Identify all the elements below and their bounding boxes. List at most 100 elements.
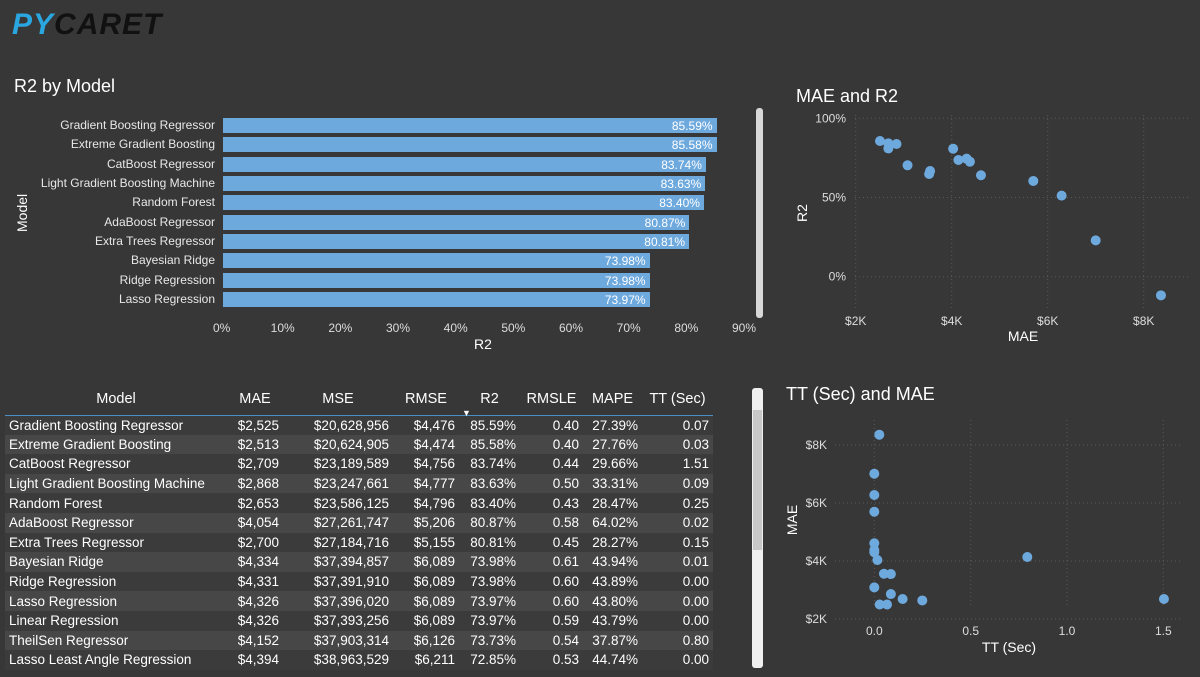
scatter-point[interactable] (874, 135, 885, 146)
bar[interactable]: 83.63% (223, 176, 706, 192)
bar-label: Random Forest (132, 195, 215, 210)
scatter-point[interactable] (975, 170, 986, 181)
bar-row[interactable]: Extra Trees Regressor 80.81% (0, 234, 740, 250)
column-header[interactable]: Model (5, 384, 227, 415)
table-cell: 83.63% (470, 476, 516, 492)
table-scrollbar[interactable] (752, 388, 763, 668)
bar-row[interactable]: Random Forest 83.40% (0, 195, 740, 211)
table-row[interactable]: Extra Trees Regressor $2,700 $27,184,716 $5… (5, 532, 713, 553)
table-row[interactable]: Lasso Least Angle Regression $4,394 $38,96… (5, 650, 713, 670)
scatter-point[interactable] (885, 569, 896, 580)
scatter-point[interactable] (874, 599, 885, 610)
table-row[interactable]: Extreme Gradient Boosting $2,513 $20,624,9… (5, 434, 713, 455)
bar[interactable]: 83.74% (223, 156, 706, 172)
bar-row[interactable]: Lasso Regression 73.97% (0, 292, 740, 308)
scatter-point[interactable] (882, 599, 893, 610)
table-cell: 0.00 (682, 593, 709, 609)
column-header-label: MSE (322, 391, 354, 408)
bar[interactable]: 80.87% (223, 214, 690, 230)
bar-row[interactable]: Ridge Regression 73.98% (0, 272, 740, 288)
x-tick-label: $6K (1037, 314, 1058, 328)
bar-chart-xlabel: R2 (474, 336, 492, 352)
table-row[interactable]: AdaBoost Regressor $4,054 $27,261,747 $5,20… (5, 512, 713, 533)
table-row[interactable]: Gradient Boosting Regressor $2,525 $20,628… (5, 415, 713, 435)
table-cell: 0.54 (552, 632, 579, 648)
scatter-point[interactable] (869, 547, 880, 558)
scatter-point[interactable] (948, 143, 959, 154)
scatter-point[interactable] (872, 555, 883, 566)
bar[interactable]: 80.81% (223, 234, 689, 250)
scatter-point[interactable] (1155, 290, 1166, 301)
scatter-point[interactable] (1028, 175, 1039, 186)
scatter-point[interactable] (874, 429, 885, 440)
bar-row[interactable]: Bayesian Ridge 73.98% (0, 253, 740, 269)
table-cell: 28.47% (592, 495, 638, 511)
bar[interactable]: 73.98% (223, 272, 650, 288)
x-tick-label: 80% (674, 321, 699, 335)
scatter-point[interactable] (869, 468, 880, 479)
table-cell: 28.27% (592, 534, 638, 550)
x-tick-label: 40% (443, 321, 468, 335)
table-row[interactable]: Light Gradient Boosting Machine $2,868 $23… (5, 473, 713, 494)
column-header[interactable]: RMSE (393, 384, 459, 415)
bar-row[interactable]: CatBoost Regressor 83.74% (0, 156, 740, 172)
table-row[interactable]: Random Forest $2,653 $23,586,125 $4,796 83.4… (5, 493, 713, 513)
table-cell: Extreme Gradient Boosting (9, 436, 172, 452)
scatter-point[interactable] (1022, 551, 1033, 562)
table-row[interactable]: CatBoost Regressor $2,709 $23,189,589 $4,75… (5, 454, 713, 474)
bar[interactable]: 73.97% (223, 292, 650, 308)
table-row[interactable]: Linear Regression $4,326 $37,393,256 $6,089… (5, 610, 713, 631)
bar[interactable]: 85.58% (223, 137, 717, 153)
bar[interactable]: 85.59% (223, 118, 717, 133)
scatter-point[interactable] (883, 143, 894, 154)
table-cell: 0.43 (552, 495, 579, 511)
scatter-point[interactable] (1158, 593, 1169, 604)
y-tick-label: $2K (806, 612, 827, 626)
table-row[interactable]: Bayesian Ridge $4,334 $37,394,857 $6,089 73.… (5, 552, 713, 572)
scatter-point[interactable] (891, 138, 902, 149)
bar-row[interactable]: Light Gradient Boosting Machine 83.63% (0, 176, 740, 192)
table-cell: TheilSen Regressor (9, 632, 129, 648)
table-row[interactable]: Ridge Regression $4,331 $37,391,910 $6,089 7… (5, 571, 713, 592)
scatter-point[interactable] (917, 595, 928, 606)
y-tick-label: 50% (822, 191, 846, 205)
scatter-point[interactable] (869, 506, 880, 517)
column-header[interactable]: TT (Sec) (642, 384, 713, 415)
bar-label: Gradient Boosting Regressor (60, 118, 215, 132)
scatter-point[interactable] (902, 160, 913, 171)
bar-row[interactable]: Gradient Boosting Regressor 85.59% (0, 118, 740, 133)
scatter-point[interactable] (964, 156, 975, 167)
bar-row[interactable]: AdaBoost Regressor 80.87% (0, 214, 740, 230)
column-header[interactable]: MAPE (583, 384, 642, 415)
scatter-point[interactable] (869, 489, 880, 500)
table-row[interactable]: TheilSen Regressor $4,152 $37,903,314 $6,12… (5, 630, 713, 651)
column-header[interactable]: R2 ▼ (459, 384, 520, 418)
column-header[interactable]: MAE (227, 384, 283, 415)
table-cell: 0.40 (552, 417, 579, 433)
bar[interactable]: 73.98% (223, 253, 650, 269)
scatter-point[interactable] (924, 169, 935, 179)
table-row[interactable]: Lasso Regression $4,326 $37,396,020 $6,089 7… (5, 591, 713, 611)
table-cell: 37.87% (592, 632, 638, 648)
column-header[interactable]: MSE (283, 384, 393, 415)
model-table: Model MAE MSE RMSE R2 ▼ RMSLE MAPE TT (Sec) Grad… (5, 384, 713, 670)
y-tick-label: 0% (829, 270, 847, 284)
table-cell: $37,393,256 (313, 613, 389, 629)
scatter-point[interactable] (1056, 190, 1067, 201)
scatter-point[interactable] (1090, 235, 1101, 246)
table-cell: 27.76% (592, 436, 638, 452)
scatter-point[interactable] (897, 593, 908, 604)
column-header[interactable]: RMSLE (520, 384, 583, 415)
bar-row[interactable]: Extreme Gradient Boosting 85.58% (0, 137, 740, 153)
table-cell: $6,126 (413, 632, 455, 648)
bar[interactable]: 83.40% (223, 195, 704, 211)
table-scrollbar-thumb[interactable] (753, 410, 762, 550)
bar-chart-scrollbar[interactable] (756, 108, 763, 318)
scatter-point[interactable] (953, 154, 964, 165)
scatter-point[interactable] (885, 589, 896, 600)
table-cell: 72.85% (470, 652, 516, 668)
sort-descending-icon[interactable]: ▼ (462, 407, 471, 418)
table-cell: $2,709 (237, 456, 279, 472)
scatter-point[interactable] (869, 582, 880, 593)
table-cell: 64.02% (592, 515, 638, 531)
